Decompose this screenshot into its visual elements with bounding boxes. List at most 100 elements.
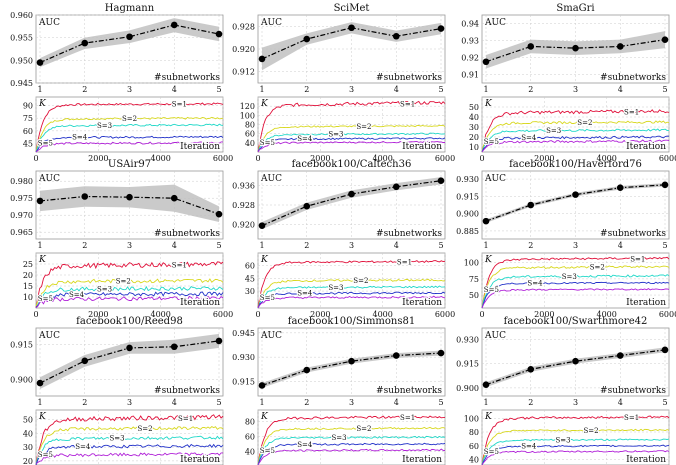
subnetworks-label: #subnetworks <box>154 386 220 396</box>
auc-xtick-label: 5 <box>438 398 443 407</box>
auc-ytick-label: 0.945 <box>232 329 255 338</box>
k-series-2-line <box>257 278 446 309</box>
auc-xtick-label: 2 <box>304 241 309 250</box>
k-frame <box>481 96 670 153</box>
k-series-1-line <box>35 261 224 309</box>
subplot-5: facebook100/Caltech36 0.920 0.928 0.936 1 2 3 4… <box>232 159 455 319</box>
k-series-2-line <box>257 426 446 465</box>
auc-xtick-label: 2 <box>82 398 87 407</box>
k-series-5-line <box>35 452 223 465</box>
k-series-1-label: S=1 <box>630 255 645 263</box>
k-xtick-label: 0 <box>255 154 260 163</box>
k-ytick-label: 80 <box>245 121 255 130</box>
k-series-3-line <box>257 285 446 309</box>
auc-confidence-band <box>262 177 441 230</box>
auc-label: AUC <box>484 18 506 28</box>
subnetworks-label: #subnetworks <box>154 73 220 83</box>
subplot-2: SciMet 0.912 0.920 0.928 1 2 3 4 5 AUC #subnetwork… <box>232 3 455 163</box>
k-series-1-line <box>481 256 670 308</box>
auc-xtick-label: 1 <box>37 398 42 407</box>
panel-title: facebook100/Simmons81 <box>288 316 415 327</box>
k-ytick-label: 40 <box>245 139 255 148</box>
k-series-3-line <box>481 274 670 309</box>
panel-title: facebook100/Caltech36 <box>292 159 412 170</box>
k-panel: 10 15 20 25 0 2000 4000 6000 S=1 S=2 S=3 S=4 S=5 K Ite… <box>23 252 233 319</box>
auc-label: AUC <box>484 331 506 341</box>
auc-data-point <box>572 191 579 198</box>
auc-xtick-label: 1 <box>483 85 488 94</box>
k-series-2-line <box>35 116 224 152</box>
auc-xtick-label: 2 <box>304 398 309 407</box>
k-ytick-label: 50 <box>469 103 479 112</box>
k-ytick-label: 75 <box>23 114 33 123</box>
k-label: K <box>484 99 493 109</box>
auc-xtick-label: 3 <box>349 85 354 94</box>
auc-xtick-label: 1 <box>37 85 42 94</box>
panel-title: SmaGri <box>556 3 594 14</box>
auc-ytick-label: 0.93 <box>461 37 479 46</box>
auc-panel: 0.965 0.970 0.975 0.980 1 2 3 4 5 AUC #subnetworks <box>10 170 224 250</box>
k-ytick-label: 80 <box>469 428 479 437</box>
auc-ytick-label: 0.930 <box>232 353 255 362</box>
auc-data-point <box>437 25 445 32</box>
k-panel: 30 45 60 0 2000 4000 6000 S=1 S=2 S=3 S=4 S=5 K Itera… <box>245 252 455 319</box>
k-series-4-line <box>35 135 224 153</box>
k-label: K <box>260 99 269 109</box>
k-series-4-label: S=4 <box>521 443 537 451</box>
k-ytick-label: 40 <box>23 429 33 438</box>
auc-panel: 0.920 0.928 0.936 1 2 3 4 5 AUC #subnetworks <box>232 170 446 250</box>
auc-xtick-label: 4 <box>618 85 623 94</box>
auc-panel: 0.900 0.915 1 2 3 4 5 AUC #subnetworks <box>10 327 224 407</box>
k-series-1-line <box>35 414 224 465</box>
k-ytick-label: 60 <box>469 442 479 451</box>
auc-xtick-label: 4 <box>394 398 399 407</box>
auc-xtick-label: 4 <box>172 398 177 407</box>
auc-ytick-label: 0.912 <box>232 68 255 77</box>
auc-data-point <box>303 366 311 374</box>
auc-xtick-label: 2 <box>528 398 533 407</box>
auc-data-point <box>348 190 355 198</box>
auc-xtick-label: 2 <box>82 85 87 94</box>
k-xtick-label: 6000 <box>659 310 676 319</box>
iteration-label: Iteration <box>626 142 666 152</box>
k-ytick-label: 60 <box>23 127 33 136</box>
k-series-2-label: S=2 <box>356 425 371 433</box>
subplot-7: facebook100/Reed98 0.900 0.915 1 2 3 4 5 AUC #sub… <box>10 316 224 465</box>
k-series-3-label: S=3 <box>331 434 346 442</box>
auc-ytick-label: 0.928 <box>232 201 255 210</box>
auc-series-line <box>485 349 666 386</box>
k-series-3-line <box>481 128 670 152</box>
k-series-2-label: S=2 <box>584 427 599 435</box>
subplot-9: facebook100/Swarthmore42 0.900 0.915 0.930 1… <box>456 316 670 465</box>
auc-ytick-label: 0.945 <box>10 79 33 88</box>
k-ytick-label: 100 <box>240 111 255 120</box>
k-ytick-label: 20 <box>469 133 479 142</box>
auc-xtick-label: 3 <box>573 241 578 250</box>
panel-title: facebook100/Reed98 <box>76 316 183 327</box>
k-xtick-label: 0 <box>479 310 484 319</box>
k-xtick-label: 0 <box>255 310 260 319</box>
auc-xtick-label: 5 <box>662 398 667 407</box>
k-frame <box>481 252 670 309</box>
subplot-4: USAir97 0.965 0.970 0.975 0.980 1 2 3 4 5 AUC #subn… <box>10 159 233 319</box>
auc-ytick-label: 0.900 <box>10 376 33 385</box>
auc-data-point <box>661 36 669 43</box>
k-xtick-label: 2000 <box>310 154 330 163</box>
k-ytick-label: 40 <box>245 447 255 456</box>
k-series-2-label: S=2 <box>138 425 153 433</box>
auc-data-point <box>126 344 133 352</box>
auc-ytick-label: 0.920 <box>232 220 255 229</box>
k-xtick-label: 0 <box>479 154 484 163</box>
auc-data-point <box>81 193 89 200</box>
subplot-8: facebook100/Simmons81 0.915 0.930 0.945 1 2 3 4… <box>232 316 446 465</box>
k-label: K <box>38 99 47 109</box>
k-series-5-line <box>481 450 670 465</box>
auc-xtick-label: 3 <box>127 85 132 94</box>
k-series-3-label: S=3 <box>328 131 343 139</box>
auc-data-point <box>482 381 490 388</box>
k-xtick-label: 4000 <box>372 310 392 319</box>
auc-series-line <box>39 24 220 64</box>
k-xtick-label: 2000 <box>534 154 554 163</box>
k-label: K <box>260 412 269 422</box>
